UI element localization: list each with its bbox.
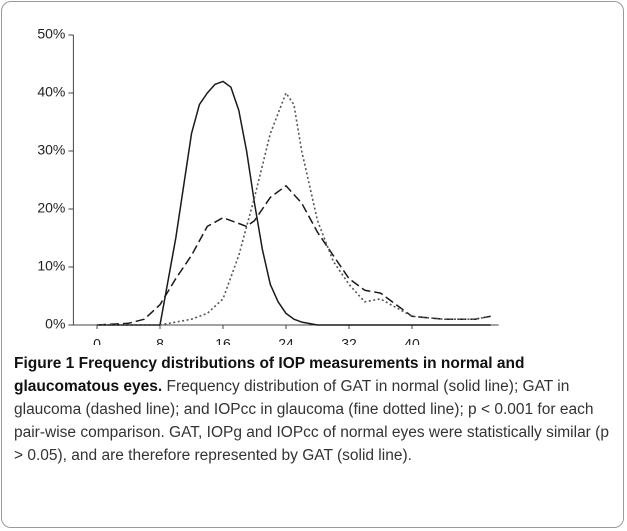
- y-tick-label: 50%: [37, 26, 65, 42]
- series-line: [97, 92, 491, 326]
- series-line: [97, 80, 491, 326]
- x-tick-label: 24: [278, 336, 294, 345]
- series-line: [96, 185, 491, 326]
- x-tick-label: 40: [404, 336, 420, 345]
- y-tick-label: 10%: [37, 258, 65, 274]
- x-tick-label: 8: [156, 336, 164, 345]
- x-tick-label: 32: [341, 336, 357, 345]
- chart: 0% 10% 20% 30% 40% 50% 0 8 16 24 32 40: [37, 26, 499, 345]
- y-tick-label: 0%: [45, 316, 65, 332]
- y-tick-label: 20%: [37, 200, 65, 216]
- x-tick-label: 0: [93, 336, 101, 345]
- x-tick-label: 16: [215, 336, 231, 345]
- y-tick-label: 30%: [37, 142, 65, 158]
- caption: Figure 1 Frequency distributions of IOP …: [14, 352, 614, 467]
- y-tick-label: 40%: [37, 84, 65, 100]
- caption-text: Frequency distribution of GAT in normal …: [14, 378, 609, 464]
- caption-title: Figure 1 Frequency distributions of IOP …: [14, 355, 525, 395]
